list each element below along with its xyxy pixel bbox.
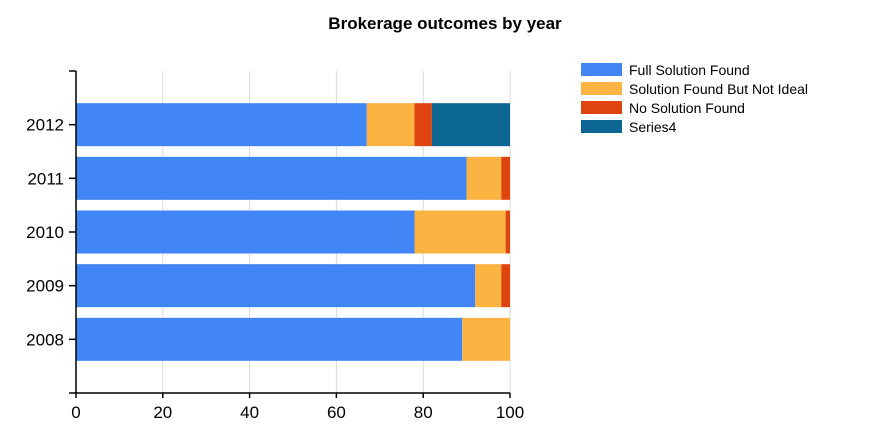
y-tick-label: 2009 <box>26 277 64 296</box>
legend-swatch-2 <box>581 82 622 95</box>
legend-label-1: Full Solution Found <box>629 62 750 78</box>
x-tick-label: 60 <box>327 403 346 422</box>
bar-2009-series-3 <box>501 264 510 308</box>
bar-2012-series-4 <box>431 103 510 147</box>
x-tick-label: 20 <box>153 403 172 422</box>
y-tick-label: 2011 <box>27 169 64 188</box>
bar-2010-series-3 <box>505 210 510 254</box>
legend-swatch-4 <box>581 120 622 133</box>
bar-2012-series-2 <box>366 103 415 147</box>
x-tick-label: 80 <box>414 403 433 422</box>
legend-swatch-3 <box>581 101 622 114</box>
bar-2012-series-1 <box>76 103 367 147</box>
x-tick-label: 40 <box>240 403 259 422</box>
y-tick-label: 2012 <box>26 116 64 135</box>
legend-label-2: Solution Found But Not Ideal <box>629 81 808 97</box>
bar-2009-series-1 <box>76 264 476 308</box>
legend-label-3: No Solution Found <box>629 100 745 116</box>
bar-2010-series-1 <box>76 210 415 254</box>
x-tick-label: 0 <box>71 403 80 422</box>
bar-2012-series-3 <box>414 103 432 147</box>
bar-2008-series-1 <box>76 317 463 361</box>
legend: Full Solution Found Solution Found But No… <box>581 62 808 135</box>
x-tick-label: 100 <box>496 403 524 422</box>
y-tick-label: 2010 <box>26 223 64 242</box>
y-tick-label: 2008 <box>26 330 64 349</box>
bar-2010-series-2 <box>414 210 506 254</box>
bar-2011-series-2 <box>466 156 502 200</box>
axes: 0 20 40 60 80 100 2008 2009 2010 2011 2012 <box>26 70 524 422</box>
bars <box>76 103 510 361</box>
legend-label-4: Series4 <box>629 119 677 135</box>
legend-swatch-1 <box>581 63 622 76</box>
bar-2009-series-2 <box>475 264 502 308</box>
bar-2011-series-1 <box>76 156 467 200</box>
chart-title: Brokerage outcomes by year <box>328 14 562 33</box>
bar-2008-series-2 <box>462 317 510 361</box>
bar-2011-series-3 <box>501 156 510 200</box>
